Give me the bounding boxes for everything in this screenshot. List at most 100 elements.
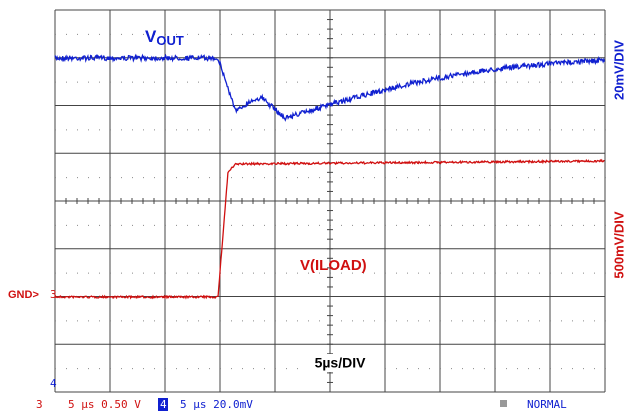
graticule-line [176,81,177,83]
graticule-line [385,368,386,370]
graticule-line [561,320,562,322]
graticule-line [187,272,188,274]
graticule-line [187,224,188,226]
graticule-line [143,320,144,322]
graticule-line [99,272,100,274]
graticule-line [407,224,408,226]
graticule-line [253,33,254,35]
graticule-line [253,177,254,179]
graticule-line [583,177,584,179]
status-ch4-box [158,398,168,411]
graticule-line [484,272,485,274]
graticule-line [539,81,540,83]
graticule-line [462,129,463,131]
graticule-line [77,224,78,226]
graticule-line [352,177,353,179]
graticule-line [264,129,265,131]
graticule-line [528,320,529,322]
graticule-line [495,368,496,370]
graticule-line [528,368,529,370]
graticule-line [451,320,452,322]
graticule-line [583,320,584,322]
vout-label: VOUT [145,27,184,48]
graticule-line [396,177,397,179]
graticule-line [264,272,265,274]
graticule-line [231,224,232,226]
graticule-line [583,33,584,35]
graticule-line [308,81,309,83]
graticule-line [572,33,573,35]
graticule-line [484,81,485,83]
graticule-line [495,33,496,35]
graticule-line [330,129,331,131]
graticule-line [275,177,276,179]
graticule-line [528,129,529,131]
graticule-line [55,33,56,35]
graticule-line [352,272,353,274]
graticule-line [165,129,166,131]
graticule-line [506,33,507,35]
graticule-line [451,129,452,131]
graticule-line [165,368,166,370]
status-ch4: 4 [160,398,167,411]
graticule-line [286,272,287,274]
graticule-line [440,33,441,35]
graticule-line [88,272,89,274]
graticule-line [187,177,188,179]
graticule-line [121,129,122,131]
graticule-line [308,224,309,226]
graticule-line [165,33,166,35]
graticule-line [286,368,287,370]
graticule-line [385,224,386,226]
graticule-line [385,129,386,131]
graticule-line [506,81,507,83]
graticule-line [132,81,133,83]
graticule-line [242,224,243,226]
graticule-line [539,368,540,370]
graticule-line [253,320,254,322]
graticule-line [572,81,573,83]
graticule-line [407,272,408,274]
graticule-line [154,33,155,35]
graticule-line [385,177,386,179]
graticule-line [88,81,89,83]
graticule-line [154,129,155,131]
graticule-line [561,272,562,274]
graticule-line [440,129,441,131]
graticule-line [319,272,320,274]
graticule-line [330,81,331,83]
graticule-line [462,33,463,35]
graticule-line [187,33,188,35]
status-mode: NORMAL [527,398,567,411]
graticule-line [429,272,430,274]
graticule-line [539,177,540,179]
graticule-line [484,33,485,35]
vout-trace [54,53,606,122]
graticule-line [187,129,188,131]
iload-trace [54,158,605,300]
graticule-line [132,320,133,322]
iload-label: V(ILOAD) [300,257,367,274]
graticule-line [429,320,430,322]
graticule-line [77,177,78,179]
graticule-line [528,224,529,226]
graticule-line [495,81,496,83]
graticule-line [572,320,573,322]
graticule-line [495,129,496,131]
graticule-line [275,368,276,370]
channel-4-marker: 4 [50,377,57,390]
graticule-line [451,177,452,179]
graticule-line [143,81,144,83]
graticule-line [440,177,441,179]
graticule-line [132,33,133,35]
graticule-line [176,224,177,226]
graticule-line [583,224,584,226]
graticule-line [396,129,397,131]
graticule-line [209,272,210,274]
graticule-line [187,81,188,83]
graticule-line [297,368,298,370]
graticule-line [286,320,287,322]
graticule-line [286,81,287,83]
graticule-line [66,177,67,179]
